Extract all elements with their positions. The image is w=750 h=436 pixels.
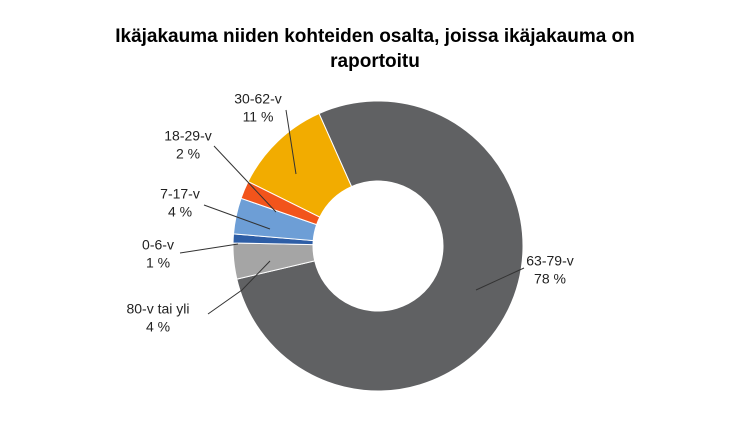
- value-label: 2 %: [176, 146, 200, 162]
- value-label: 11 %: [243, 109, 274, 125]
- slice: [236, 100, 524, 392]
- chart-title: Ikäjakauma niiden kohteiden osalta, jois…: [115, 26, 635, 72]
- leader-line: [203, 204, 271, 230]
- leader-line: [285, 109, 297, 175]
- category-label: 18-29-v: [164, 128, 211, 144]
- value-label: 4 %: [168, 204, 192, 220]
- leader-line: [213, 145, 277, 213]
- value-label: 1 %: [146, 255, 170, 271]
- value-label: 78 %: [534, 271, 566, 287]
- leader-line: [475, 267, 525, 291]
- category-label: 7-17-v: [160, 186, 200, 202]
- category-label: 80-v tai yli: [126, 301, 189, 317]
- value-label: 4 %: [146, 319, 170, 335]
- leader-line: [179, 243, 239, 254]
- category-label: 63-79-v: [526, 253, 573, 269]
- leader-line: [207, 260, 271, 315]
- slice: [247, 112, 353, 218]
- category-label: 30-62-v: [234, 91, 281, 107]
- category-label: 0-6-v: [142, 237, 174, 253]
